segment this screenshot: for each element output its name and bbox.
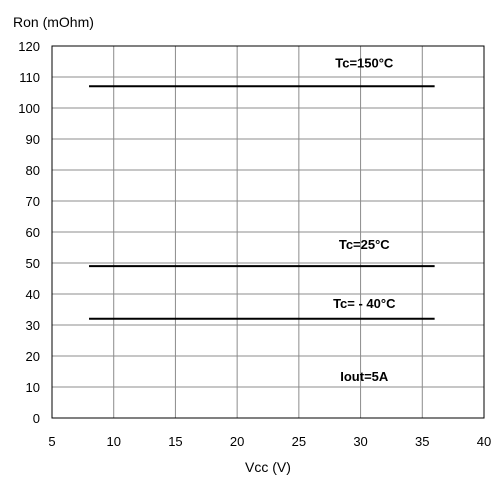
x-axis-label: Vcc (V) — [245, 459, 291, 475]
y-tick-label: 90 — [26, 132, 40, 147]
y-tick-label: 120 — [18, 39, 40, 54]
y-tick-label: 50 — [26, 256, 40, 271]
y-tick-label: 10 — [26, 380, 40, 395]
series-lines — [89, 85, 435, 320]
y-tick-label: 20 — [26, 349, 40, 364]
y-tick-label: 0 — [33, 411, 40, 426]
x-tick-label: 20 — [230, 434, 244, 449]
plot-frame — [51, 45, 485, 419]
x-tick-label: 30 — [353, 434, 367, 449]
tick-labels: 5 10 15 20 25 30 35 40 0 10 20 30 40 50 60 70 80 90 100 110… — [18, 39, 491, 449]
x-tick-label: 25 — [292, 434, 306, 449]
annotation-label: Tc=150°C — [335, 56, 394, 71]
x-tick-label: 35 — [415, 434, 429, 449]
y-tick-label: 70 — [26, 194, 40, 209]
annotations: Tc=150°C Tc=25°C Tc= - 40°C Iout=5A — [333, 56, 396, 384]
annotation-label: Tc=25°C — [339, 237, 390, 252]
y-tick-label: 110 — [19, 70, 40, 85]
y-tick-label: 30 — [26, 318, 40, 333]
y-tick-label: 80 — [26, 163, 40, 178]
annotation-label: Iout=5A — [340, 369, 389, 384]
x-tick-label: 15 — [168, 434, 182, 449]
x-tick-label: 10 — [106, 434, 120, 449]
x-tick-label: 40 — [477, 434, 491, 449]
y-axis-label: Ron (mOhm) — [13, 14, 94, 30]
y-tick-label: 40 — [26, 287, 40, 302]
annotation-label: Tc= - 40°C — [333, 296, 396, 311]
y-tick-label: 60 — [26, 225, 40, 240]
x-tick-label: 5 — [48, 434, 55, 449]
y-tick-label: 100 — [18, 101, 40, 116]
grid — [52, 46, 484, 418]
